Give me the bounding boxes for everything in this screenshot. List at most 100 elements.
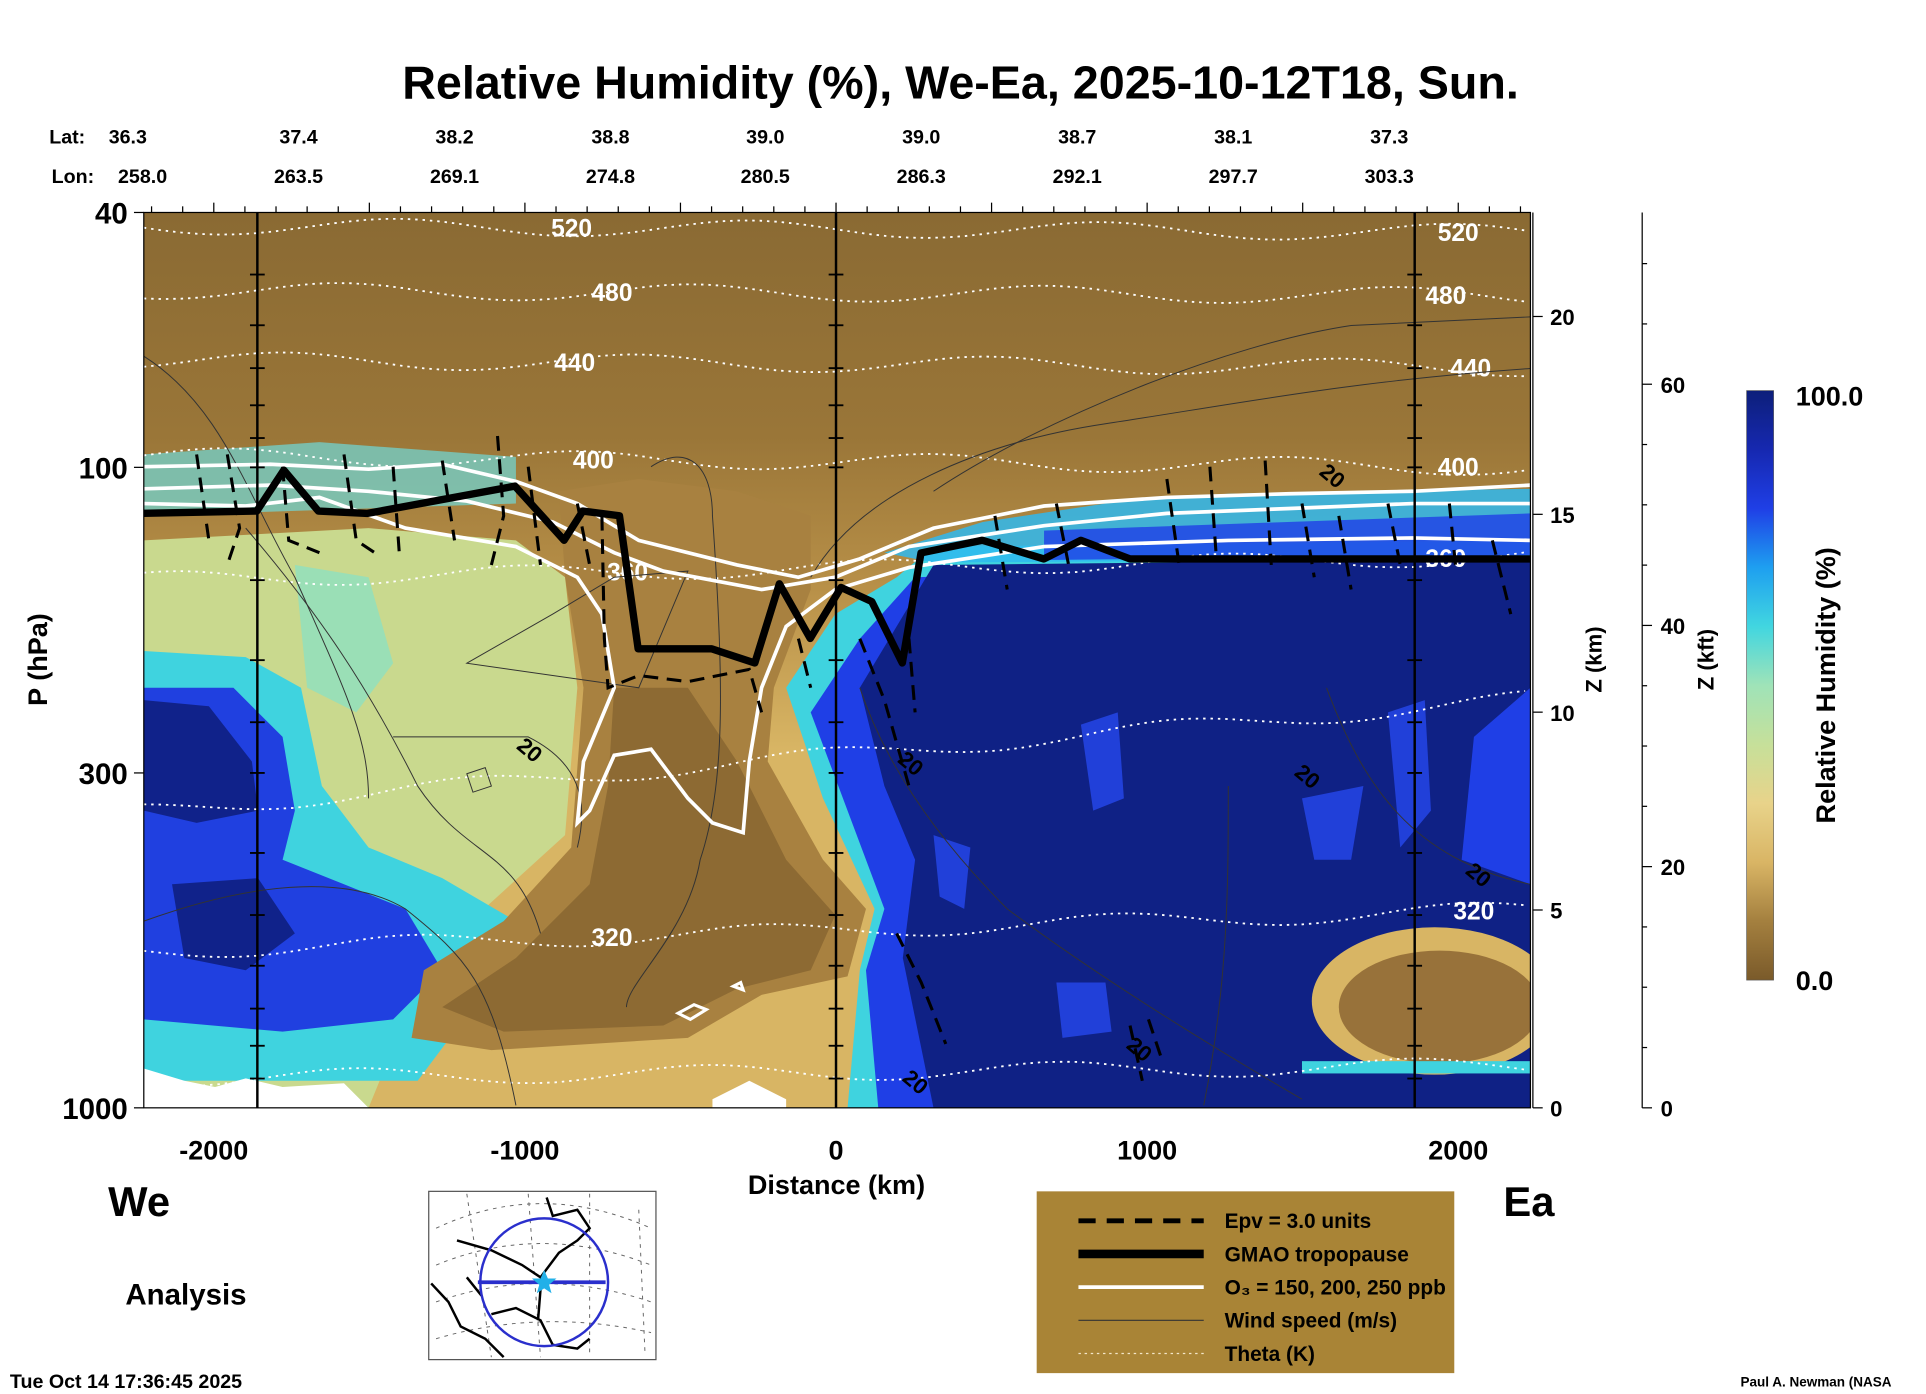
x-tick-label: -2000 (179, 1135, 248, 1165)
z-kft-tick-label: 0 (1661, 1096, 1673, 1121)
colorbar-min-label: 0.0 (1796, 966, 1834, 996)
y-tick-label: 300 (79, 758, 128, 791)
lon-value: 258.0 (118, 166, 167, 188)
x-tick-label: 0 (829, 1135, 844, 1165)
z-km-tick-label: 20 (1550, 305, 1575, 330)
epv-contour (195, 435, 764, 713)
ozone-contour (143, 495, 1531, 836)
chart-title: Relative Humidity (%), We-Ea, 2025-10-12… (402, 56, 1519, 108)
lat-value: 36.3 (109, 127, 147, 149)
wind-contour (393, 736, 583, 848)
colorbar (1746, 390, 1774, 981)
legend-label: Epv = 3.0 units (1225, 1210, 1372, 1233)
colorbar-title: Relative Humidity (%) (1811, 547, 1841, 823)
z-kft-tick-label: 20 (1661, 855, 1686, 880)
ozone-contour (143, 462, 1531, 580)
legend-label: O₃ = 150, 200, 250 ppb (1225, 1277, 1446, 1300)
lat-value: 37.3 (1370, 127, 1408, 149)
x-axis-label: Distance (km) (748, 1170, 925, 1200)
epv-contours (195, 435, 1513, 1082)
y-axis-label: P (hPa) (23, 613, 53, 706)
z-km-tick-label: 5 (1550, 899, 1562, 924)
lon-value: 280.5 (741, 166, 790, 188)
wind-contour (1203, 687, 1531, 1106)
lon-value: 269.1 (430, 166, 479, 188)
lat-value: 38.2 (435, 127, 473, 149)
theta-contour (143, 351, 1526, 378)
legend: Epv = 3.0 units GMAO tropopause O₃ = 150, … (1036, 1191, 1455, 1374)
z-kft-tick-label: 60 (1661, 373, 1686, 398)
lat-value: 39.0 (746, 127, 784, 149)
x-tick-label: -1000 (490, 1135, 559, 1165)
theta-contour (143, 217, 1526, 241)
legend-label: GMAO tropopause (1225, 1243, 1409, 1266)
theta-label: 320 (1453, 899, 1494, 926)
lon-label: Lon: (52, 166, 95, 188)
east-direction-label: Ea (1503, 1178, 1555, 1225)
lat-label: Lat: (49, 127, 85, 149)
lon-value: 303.3 (1365, 166, 1414, 188)
lon-value: 263.5 (274, 166, 323, 188)
theta-label: 480 (592, 280, 633, 307)
legend-label: Wind speed (m/s) (1225, 1310, 1398, 1333)
analysis-label: Analysis (125, 1278, 246, 1311)
legend-box (1036, 1191, 1455, 1374)
lat-value: 38.7 (1058, 127, 1096, 149)
theta-contour (143, 282, 1526, 304)
east-low-dry-blob (1338, 950, 1531, 1064)
y-tick-label: 40 (95, 198, 128, 231)
z-km-axis-label: Z (km) (1582, 626, 1607, 692)
y-tick-label: 1000 (62, 1093, 128, 1126)
lat-value: 38.1 (1214, 127, 1252, 149)
theta-label: 520 (1438, 220, 1479, 247)
theta-label: 440 (1450, 355, 1491, 382)
wind-contour (143, 886, 517, 1106)
lat-lon-header: Lat: Lon: 36.3 37.4 38.2 38.8 39.0 39.0 38.7 38… (49, 127, 1414, 188)
missing-data-ground (143, 1068, 787, 1108)
credit: Paul A. Newman (NASA (1740, 1375, 1891, 1390)
wind-contour (933, 316, 1531, 492)
wind-speed-contours (143, 316, 1531, 1106)
coastline (430, 1197, 592, 1359)
lat-value: 38.8 (591, 127, 629, 149)
z-km-tick-label: 0 (1550, 1096, 1562, 1121)
z-kft-tick-label: 40 (1661, 614, 1686, 639)
lat-value: 39.0 (902, 127, 940, 149)
z-kft-axis-label: Z (kft) (1693, 629, 1718, 690)
gmao-tropopause-line (143, 466, 1531, 667)
wind-contour (245, 527, 541, 934)
lat-value: 37.4 (279, 127, 317, 149)
legend-label: Theta (K) (1225, 1343, 1315, 1366)
locator-map (428, 1190, 657, 1361)
upper-moist-band-dark (1044, 513, 1531, 561)
timestamp: Tue Oct 14 17:36:45 2025 (10, 1371, 242, 1393)
wind-contour (465, 570, 689, 689)
theta-contour (143, 901, 1526, 958)
center-star-icon (531, 1269, 557, 1294)
ozone-contour (143, 483, 1531, 592)
y-tick-label: 100 (79, 452, 128, 485)
theta-label: 480 (1425, 283, 1466, 310)
z-km-tick-label: 10 (1550, 701, 1575, 726)
colorbar-max-label: 100.0 (1796, 381, 1864, 411)
theta-label: 440 (554, 350, 595, 377)
lon-value: 292.1 (1053, 166, 1102, 188)
west-direction-label: We (108, 1178, 170, 1225)
theta-label: 400 (573, 447, 614, 474)
wind-contour (810, 367, 1531, 578)
lon-value: 297.7 (1209, 166, 1258, 188)
epv-contour (796, 460, 1513, 787)
wind-contour (859, 687, 1303, 1100)
ozone-contour (674, 980, 746, 1022)
x-tick-label: 1000 (1117, 1135, 1177, 1165)
theta-contour (143, 447, 1526, 476)
lon-value: 286.3 (897, 166, 946, 188)
theta-contour (143, 1057, 1526, 1088)
theta-label: 320 (592, 925, 633, 952)
west-cyan-patch (294, 564, 394, 713)
theta-label: 400 (1438, 454, 1479, 481)
theta-label: 520 (551, 216, 592, 243)
wind-contour (143, 355, 370, 799)
